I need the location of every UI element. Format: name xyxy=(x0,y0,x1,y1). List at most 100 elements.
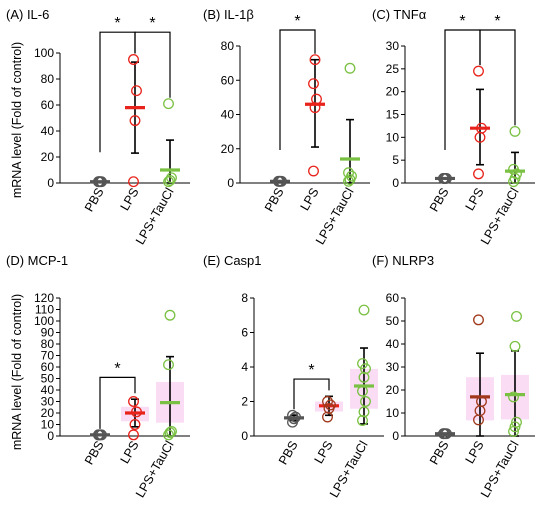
y-tick-label: 4 xyxy=(241,360,248,374)
data-point xyxy=(511,416,522,428)
data-point xyxy=(358,371,370,383)
data-point xyxy=(322,396,333,407)
significance-star: * xyxy=(149,15,155,32)
y-tick-label: 0 xyxy=(392,429,399,443)
data-point xyxy=(473,168,484,180)
data-point xyxy=(439,172,451,184)
data-point xyxy=(360,363,371,375)
data-point xyxy=(476,122,487,134)
data-point xyxy=(309,54,321,66)
data-point xyxy=(287,409,298,421)
significance-star: * xyxy=(294,13,300,30)
significance-star: * xyxy=(114,360,120,377)
y-tick-label: 40 xyxy=(221,108,235,122)
data-point xyxy=(93,429,104,441)
y-tick-label: 25 xyxy=(386,62,400,76)
y-tick-label: 110 xyxy=(35,303,54,317)
data-point xyxy=(509,421,521,433)
data-point xyxy=(128,429,139,441)
data-point xyxy=(163,359,174,371)
data-point xyxy=(163,429,174,441)
y-tick-label: 15 xyxy=(386,108,400,122)
y-tick-label: 40 xyxy=(41,124,55,138)
data-point xyxy=(441,428,452,440)
y-axis-label-top: mRNA level (Fold of control) xyxy=(10,42,24,198)
data-point xyxy=(131,85,142,97)
data-point xyxy=(325,399,336,411)
x-tick-label: PBS xyxy=(427,439,452,468)
y-axis-label-bottom: mRNA level (Fold of control) xyxy=(10,294,24,450)
y-tick-label: 90 xyxy=(41,326,55,340)
significance-star: * xyxy=(494,13,500,30)
y-tick-label: 30 xyxy=(386,39,400,53)
data-point xyxy=(166,172,177,184)
panel-title: (D) MCP-1 xyxy=(6,253,68,268)
data-point xyxy=(311,93,322,105)
x-tick-label: LPS xyxy=(298,186,322,213)
data-point xyxy=(473,65,484,77)
y-tick-label: 100 xyxy=(34,46,54,60)
data-point xyxy=(438,428,449,440)
y-tick-label: 50 xyxy=(41,372,55,386)
data-point xyxy=(476,396,487,407)
y-tick-label: 6 xyxy=(241,326,248,340)
y-tick-label: 0 xyxy=(392,176,399,190)
data-point xyxy=(360,396,371,407)
data-point xyxy=(129,115,141,127)
y-tick-label: 0 xyxy=(227,176,234,190)
data-point xyxy=(164,427,176,439)
x-tick-label: LPS xyxy=(118,186,142,213)
y-tick-label: 60 xyxy=(221,73,235,87)
y-tick-label: 0 xyxy=(47,176,54,190)
significance-bracket xyxy=(279,29,316,150)
significance-bracket xyxy=(444,29,481,151)
data-point xyxy=(344,62,356,74)
data-point xyxy=(511,310,522,322)
data-point xyxy=(473,314,484,326)
y-tick-label: 60 xyxy=(386,291,400,305)
data-point xyxy=(343,167,354,179)
y-tick-label: 10 xyxy=(41,418,55,432)
x-tick-label: PBS xyxy=(427,186,452,215)
x-tick-label: PBS xyxy=(82,439,107,468)
y-tick-label: 120 xyxy=(34,291,54,305)
y-tick-label: 80 xyxy=(221,39,235,53)
panel-title: (B) IL-1β xyxy=(203,7,254,22)
y-tick-label: 5 xyxy=(392,153,399,167)
y-tick-label: 10 xyxy=(386,406,400,420)
significance-bracket xyxy=(134,31,171,98)
y-tick-label: 8 xyxy=(241,291,248,305)
significance-star: * xyxy=(114,15,120,32)
y-tick-label: 60 xyxy=(41,98,55,112)
data-point xyxy=(309,102,321,114)
data-point xyxy=(128,54,139,65)
y-tick-label: 30 xyxy=(386,360,400,374)
data-point xyxy=(358,304,370,316)
y-tick-label: 60 xyxy=(41,360,55,374)
data-point xyxy=(129,419,141,430)
significance-bracket xyxy=(99,376,136,429)
data-point xyxy=(128,176,139,188)
data-point xyxy=(357,415,368,426)
data-point xyxy=(509,340,521,352)
data-point xyxy=(346,170,357,182)
y-tick-label: 20 xyxy=(221,142,235,156)
y-tick-label: 100 xyxy=(34,314,54,328)
y-tick-label: 20 xyxy=(41,150,55,164)
significance-bracket xyxy=(99,31,136,153)
significance-bracket xyxy=(293,378,330,410)
y-tick-label: 30 xyxy=(41,395,55,409)
y-tick-label: 80 xyxy=(41,337,55,351)
x-tick-label: LPS xyxy=(463,186,487,213)
data-point xyxy=(322,411,333,423)
data-point xyxy=(94,176,106,188)
x-tick-label: PBS xyxy=(262,186,287,215)
data-point xyxy=(163,98,174,110)
y-tick-label: 40 xyxy=(386,337,400,351)
